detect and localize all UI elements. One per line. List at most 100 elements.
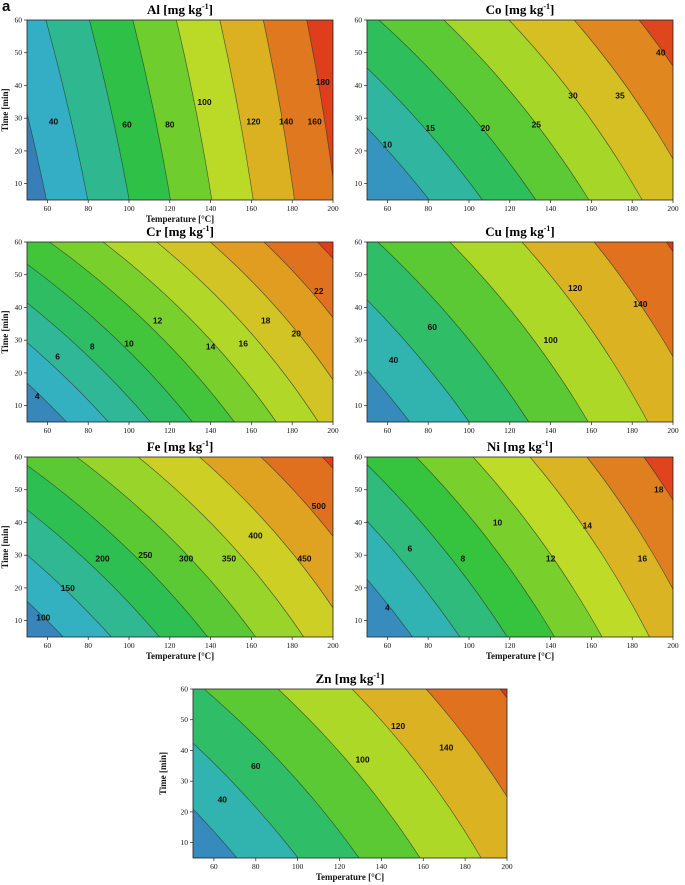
cu-contour-line	[449, 242, 589, 422]
co-y-tick-label: 10	[355, 179, 363, 188]
co-contour-line	[367, 67, 483, 200]
cr-y-tick-label: 30	[15, 336, 23, 345]
ni-contour-label: 4	[385, 603, 390, 613]
cr-band	[27, 242, 235, 422]
co-band	[367, 20, 536, 200]
zn-y-tick-label: 10	[181, 838, 189, 847]
ni-x-tick-label: 140	[545, 641, 557, 650]
ni-band	[473, 457, 650, 637]
fe-band	[27, 465, 208, 637]
co-y-tick-label: 50	[355, 48, 363, 57]
cr-y-tick-label: 40	[15, 303, 23, 312]
al-contour-line	[27, 111, 47, 200]
ni-band	[367, 457, 555, 637]
ni-contour-label: 18	[654, 485, 664, 495]
al-contour-label: 120	[246, 116, 260, 126]
al-x-tick-label: 60	[44, 204, 52, 213]
cr-contour-label: 18	[261, 316, 271, 326]
zn-x-tick-label: 160	[418, 862, 430, 871]
cu-band	[666, 242, 673, 252]
al-y-tick-label: 20	[15, 146, 23, 155]
fe-y-tick-label: 10	[15, 616, 23, 625]
zn-plot-frame	[192, 688, 508, 859]
co-band	[367, 127, 430, 200]
zn-title: Zn [mg kg-1]	[316, 671, 385, 686]
ni-band	[416, 457, 603, 637]
ni-contour-label: 6	[407, 544, 412, 554]
fe-contour-label: 350	[222, 553, 236, 563]
al-y-tick-label: 50	[15, 48, 23, 57]
cr-contour-line	[263, 242, 333, 319]
co-band	[509, 20, 673, 200]
zn-band	[278, 689, 482, 858]
co-contour-label: 10	[383, 139, 393, 149]
cu-y-tick-label: 20	[355, 368, 363, 377]
fe-band	[322, 457, 333, 469]
co-y-tick-label: 40	[355, 81, 363, 90]
ni-x-tick-label: 200	[667, 641, 679, 650]
fe-contour-bands	[27, 457, 333, 637]
ni-y-tick-label: 50	[355, 485, 363, 494]
co-x-tick-label: 200	[667, 204, 679, 213]
ni-contour-bands	[367, 457, 673, 637]
al-x-tick-label: 100	[123, 204, 135, 213]
al-contour-bands	[27, 20, 333, 200]
zn-x-tick-label: 140	[376, 862, 388, 871]
cr-contour-label: 12	[153, 316, 163, 326]
co-band	[639, 20, 673, 67]
cr-band	[103, 242, 319, 422]
al-band	[89, 20, 171, 200]
cu-contour-label: 100	[544, 335, 558, 345]
cr-x-tick-label: 80	[84, 426, 92, 435]
zn-contour-label: 120	[391, 721, 405, 731]
fe-contour-line	[199, 457, 333, 609]
zn-contour-line	[203, 689, 360, 858]
co-contour-label: 35	[615, 90, 625, 100]
co-title: Co [mg kg-1]	[486, 2, 555, 17]
ni-contour-line	[472, 457, 603, 637]
ni-contour-line	[367, 578, 413, 637]
cu-band	[367, 299, 470, 422]
al-y-tick-label: 60	[15, 16, 23, 25]
cr-y-axis-label: Time [min]	[0, 310, 10, 353]
cu-x-tick-label: 140	[545, 426, 557, 435]
ni-contour-line	[415, 457, 555, 637]
co-contour-line	[508, 20, 643, 200]
cr-x-tick-label: 120	[164, 426, 176, 435]
al-contour-line	[45, 20, 89, 200]
cu-band	[367, 242, 529, 422]
ni-y-tick-label: 60	[355, 453, 363, 462]
co-x-tick-label: 60	[384, 204, 392, 213]
zn-x-axis-label: Temperature [°C]	[316, 872, 384, 882]
cr-contour-bands	[27, 242, 333, 422]
ni-band	[586, 457, 673, 590]
cr-contour-label: 4	[35, 391, 40, 401]
al-contour-line	[262, 20, 295, 200]
fe-x-tick-label: 200	[327, 641, 339, 650]
co-contour-label: 30	[568, 90, 578, 100]
cr-x-tick-label: 140	[205, 426, 217, 435]
zn-band	[500, 689, 507, 698]
fe-contour-line	[137, 457, 304, 637]
zn-y-tick-label: 30	[181, 777, 189, 786]
cu-y-tick-label: 30	[355, 336, 363, 345]
zn-band	[352, 689, 507, 858]
fe-x-tick-label: 60	[44, 641, 52, 650]
cu-band	[594, 242, 673, 357]
cu-band	[449, 242, 648, 422]
ni-x-tick-label: 100	[463, 641, 475, 650]
fe-band	[27, 509, 160, 637]
ni-y-tick-label: 30	[355, 551, 363, 560]
cu-band	[367, 369, 410, 422]
fe-contour-plot: Fe [mg kg-1] 60 80 100 120 140 160 180 200 10 20 30…	[0, 439, 339, 661]
al-contour-line	[89, 20, 130, 200]
cu-title: Cu [mg kg-1]	[485, 224, 555, 239]
al-band	[219, 20, 295, 200]
cr-contour-line	[210, 242, 333, 381]
cr-contour-line	[156, 242, 319, 422]
al-y-tick-label: 10	[15, 179, 23, 188]
fe-band	[138, 457, 333, 637]
cu-y-tick-label: 10	[355, 401, 363, 410]
co-contour-line	[378, 20, 537, 200]
zn-contour-label: 60	[251, 761, 261, 771]
